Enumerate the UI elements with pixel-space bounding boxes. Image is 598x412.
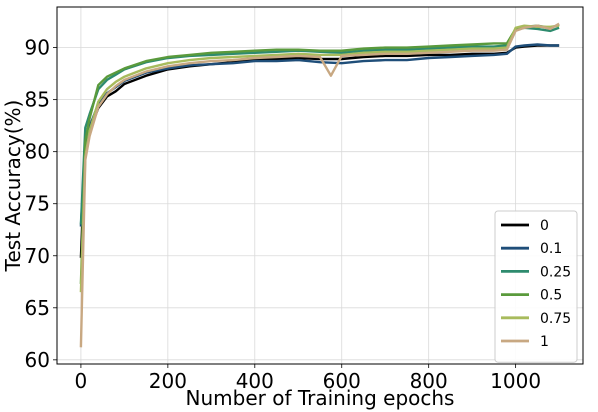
x-axis-ticks: 0 200 400 600 800 1000 (75, 364, 541, 393)
legend-label: 0.1 (540, 241, 562, 257)
x-axis-title: Number of Training epochs (186, 386, 455, 410)
legend-label: 0 (540, 218, 549, 234)
grid-lines (57, 7, 583, 364)
x-tick-label: 800 (410, 369, 448, 393)
series-line-0.5 (79, 23, 560, 284)
legend-label: 1 (540, 334, 549, 350)
y-tick-label: 60 (25, 348, 50, 372)
legend-label: 0.75 (540, 311, 571, 327)
legend-box (494, 210, 578, 363)
legend-label: 0.25 (540, 264, 571, 280)
series-lines (79, 22, 560, 348)
legend-label: 0.5 (540, 288, 562, 304)
y-tick-label: 75 (25, 192, 50, 216)
y-axis-title: Test Accuracy(%) (1, 100, 25, 273)
x-tick-label: 1000 (490, 369, 541, 393)
series-line-1 (79, 22, 560, 348)
x-tick-label: 600 (323, 369, 361, 393)
y-tick-label: 80 (25, 140, 50, 164)
plot-frame (56, 6, 584, 365)
y-tick-label: 70 (25, 244, 50, 268)
x-tick-label: 200 (149, 369, 187, 393)
y-axis-ticks: 60 65 70 75 80 85 90 (25, 36, 57, 372)
y-tick-label: 85 (25, 88, 50, 112)
x-tick-label: 0 (75, 369, 88, 393)
x-tick-label: 400 (236, 369, 274, 393)
legend: 0 0.1 0.25 0.5 0.75 1 (494, 210, 578, 363)
y-tick-label: 65 (25, 296, 50, 320)
y-tick-label: 90 (25, 36, 50, 60)
